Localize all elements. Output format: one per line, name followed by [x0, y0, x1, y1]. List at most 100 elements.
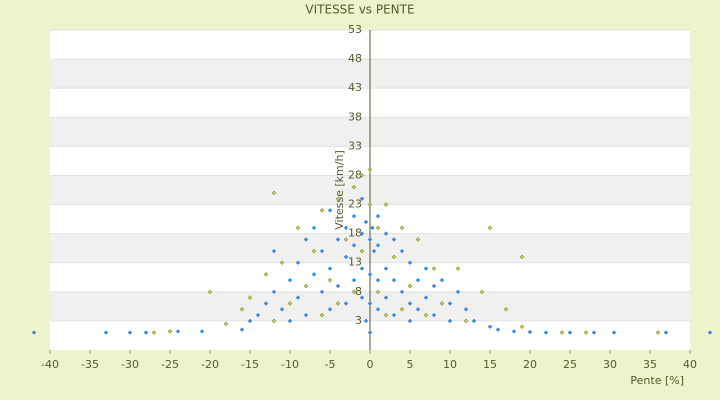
point — [447, 301, 453, 306]
point — [359, 173, 365, 178]
point — [511, 329, 517, 334]
point — [271, 289, 277, 295]
point — [707, 330, 713, 335]
point — [351, 213, 357, 219]
point — [391, 254, 397, 260]
point — [303, 237, 309, 242]
point — [407, 260, 413, 266]
x-tick-label: 10 — [443, 358, 457, 371]
point — [375, 225, 381, 231]
y-tick-label: 43 — [348, 81, 362, 94]
point — [367, 272, 373, 277]
point — [263, 272, 269, 277]
x-tick-label: -5 — [325, 358, 336, 371]
point — [295, 295, 301, 300]
point — [583, 330, 589, 335]
point — [439, 301, 445, 306]
point — [335, 301, 341, 306]
point — [271, 190, 277, 196]
point — [31, 330, 37, 335]
point — [399, 225, 405, 231]
point — [335, 196, 341, 202]
point — [311, 248, 317, 254]
point — [487, 225, 493, 231]
x-tick-label: 40 — [683, 358, 697, 371]
point — [335, 283, 341, 289]
point — [327, 266, 333, 271]
point — [335, 237, 341, 242]
point — [407, 283, 413, 289]
point — [351, 242, 357, 248]
point — [367, 237, 373, 242]
point — [343, 237, 349, 242]
point — [383, 312, 389, 318]
point — [327, 306, 333, 312]
point — [363, 318, 369, 324]
x-tick-label: 30 — [603, 358, 617, 371]
point — [383, 266, 389, 271]
point — [370, 225, 375, 231]
point — [503, 306, 509, 312]
point — [303, 312, 309, 318]
point — [127, 330, 133, 335]
point — [543, 330, 549, 335]
point — [167, 329, 173, 334]
point — [279, 260, 285, 266]
point — [423, 295, 429, 300]
point — [287, 301, 293, 306]
x-tick-label: 25 — [563, 358, 577, 371]
point — [519, 324, 525, 330]
point — [431, 312, 437, 318]
point — [399, 248, 405, 254]
x-tick-label: 35 — [643, 358, 657, 371]
point — [351, 277, 357, 283]
point — [415, 237, 421, 242]
point — [367, 202, 373, 207]
point — [463, 306, 469, 312]
y-tick-label: 18 — [348, 227, 362, 240]
point — [271, 318, 277, 324]
point — [383, 231, 389, 236]
point — [447, 318, 453, 324]
point — [311, 225, 317, 231]
point — [611, 330, 617, 335]
point — [319, 208, 325, 213]
point — [367, 330, 373, 335]
point — [295, 260, 301, 266]
point — [431, 283, 437, 289]
point — [327, 277, 333, 283]
x-tick-label: -40 — [41, 358, 59, 371]
point — [199, 329, 205, 334]
point — [279, 306, 285, 312]
point — [311, 272, 317, 277]
point — [375, 289, 381, 295]
point — [327, 208, 333, 213]
point — [239, 306, 245, 312]
point — [383, 295, 389, 300]
point — [175, 329, 181, 334]
point — [363, 219, 369, 225]
point — [319, 289, 325, 295]
point — [343, 301, 349, 306]
point — [567, 330, 573, 335]
point — [383, 202, 389, 207]
point — [303, 283, 309, 289]
point — [359, 248, 365, 254]
point — [559, 330, 565, 335]
point — [375, 277, 381, 283]
point — [367, 301, 373, 306]
point — [319, 312, 325, 318]
point — [287, 318, 293, 324]
point — [407, 318, 413, 324]
y-tick-label: 38 — [348, 110, 362, 123]
y-tick-label: 8 — [355, 285, 362, 298]
point — [423, 266, 429, 271]
point — [439, 277, 445, 283]
point — [479, 289, 485, 295]
point — [367, 167, 373, 172]
x-tick-label: -20 — [201, 358, 219, 371]
y-axis-title: Vitesse [km/h] — [333, 150, 346, 230]
point — [239, 327, 245, 332]
x-tick-label: -15 — [241, 358, 259, 371]
